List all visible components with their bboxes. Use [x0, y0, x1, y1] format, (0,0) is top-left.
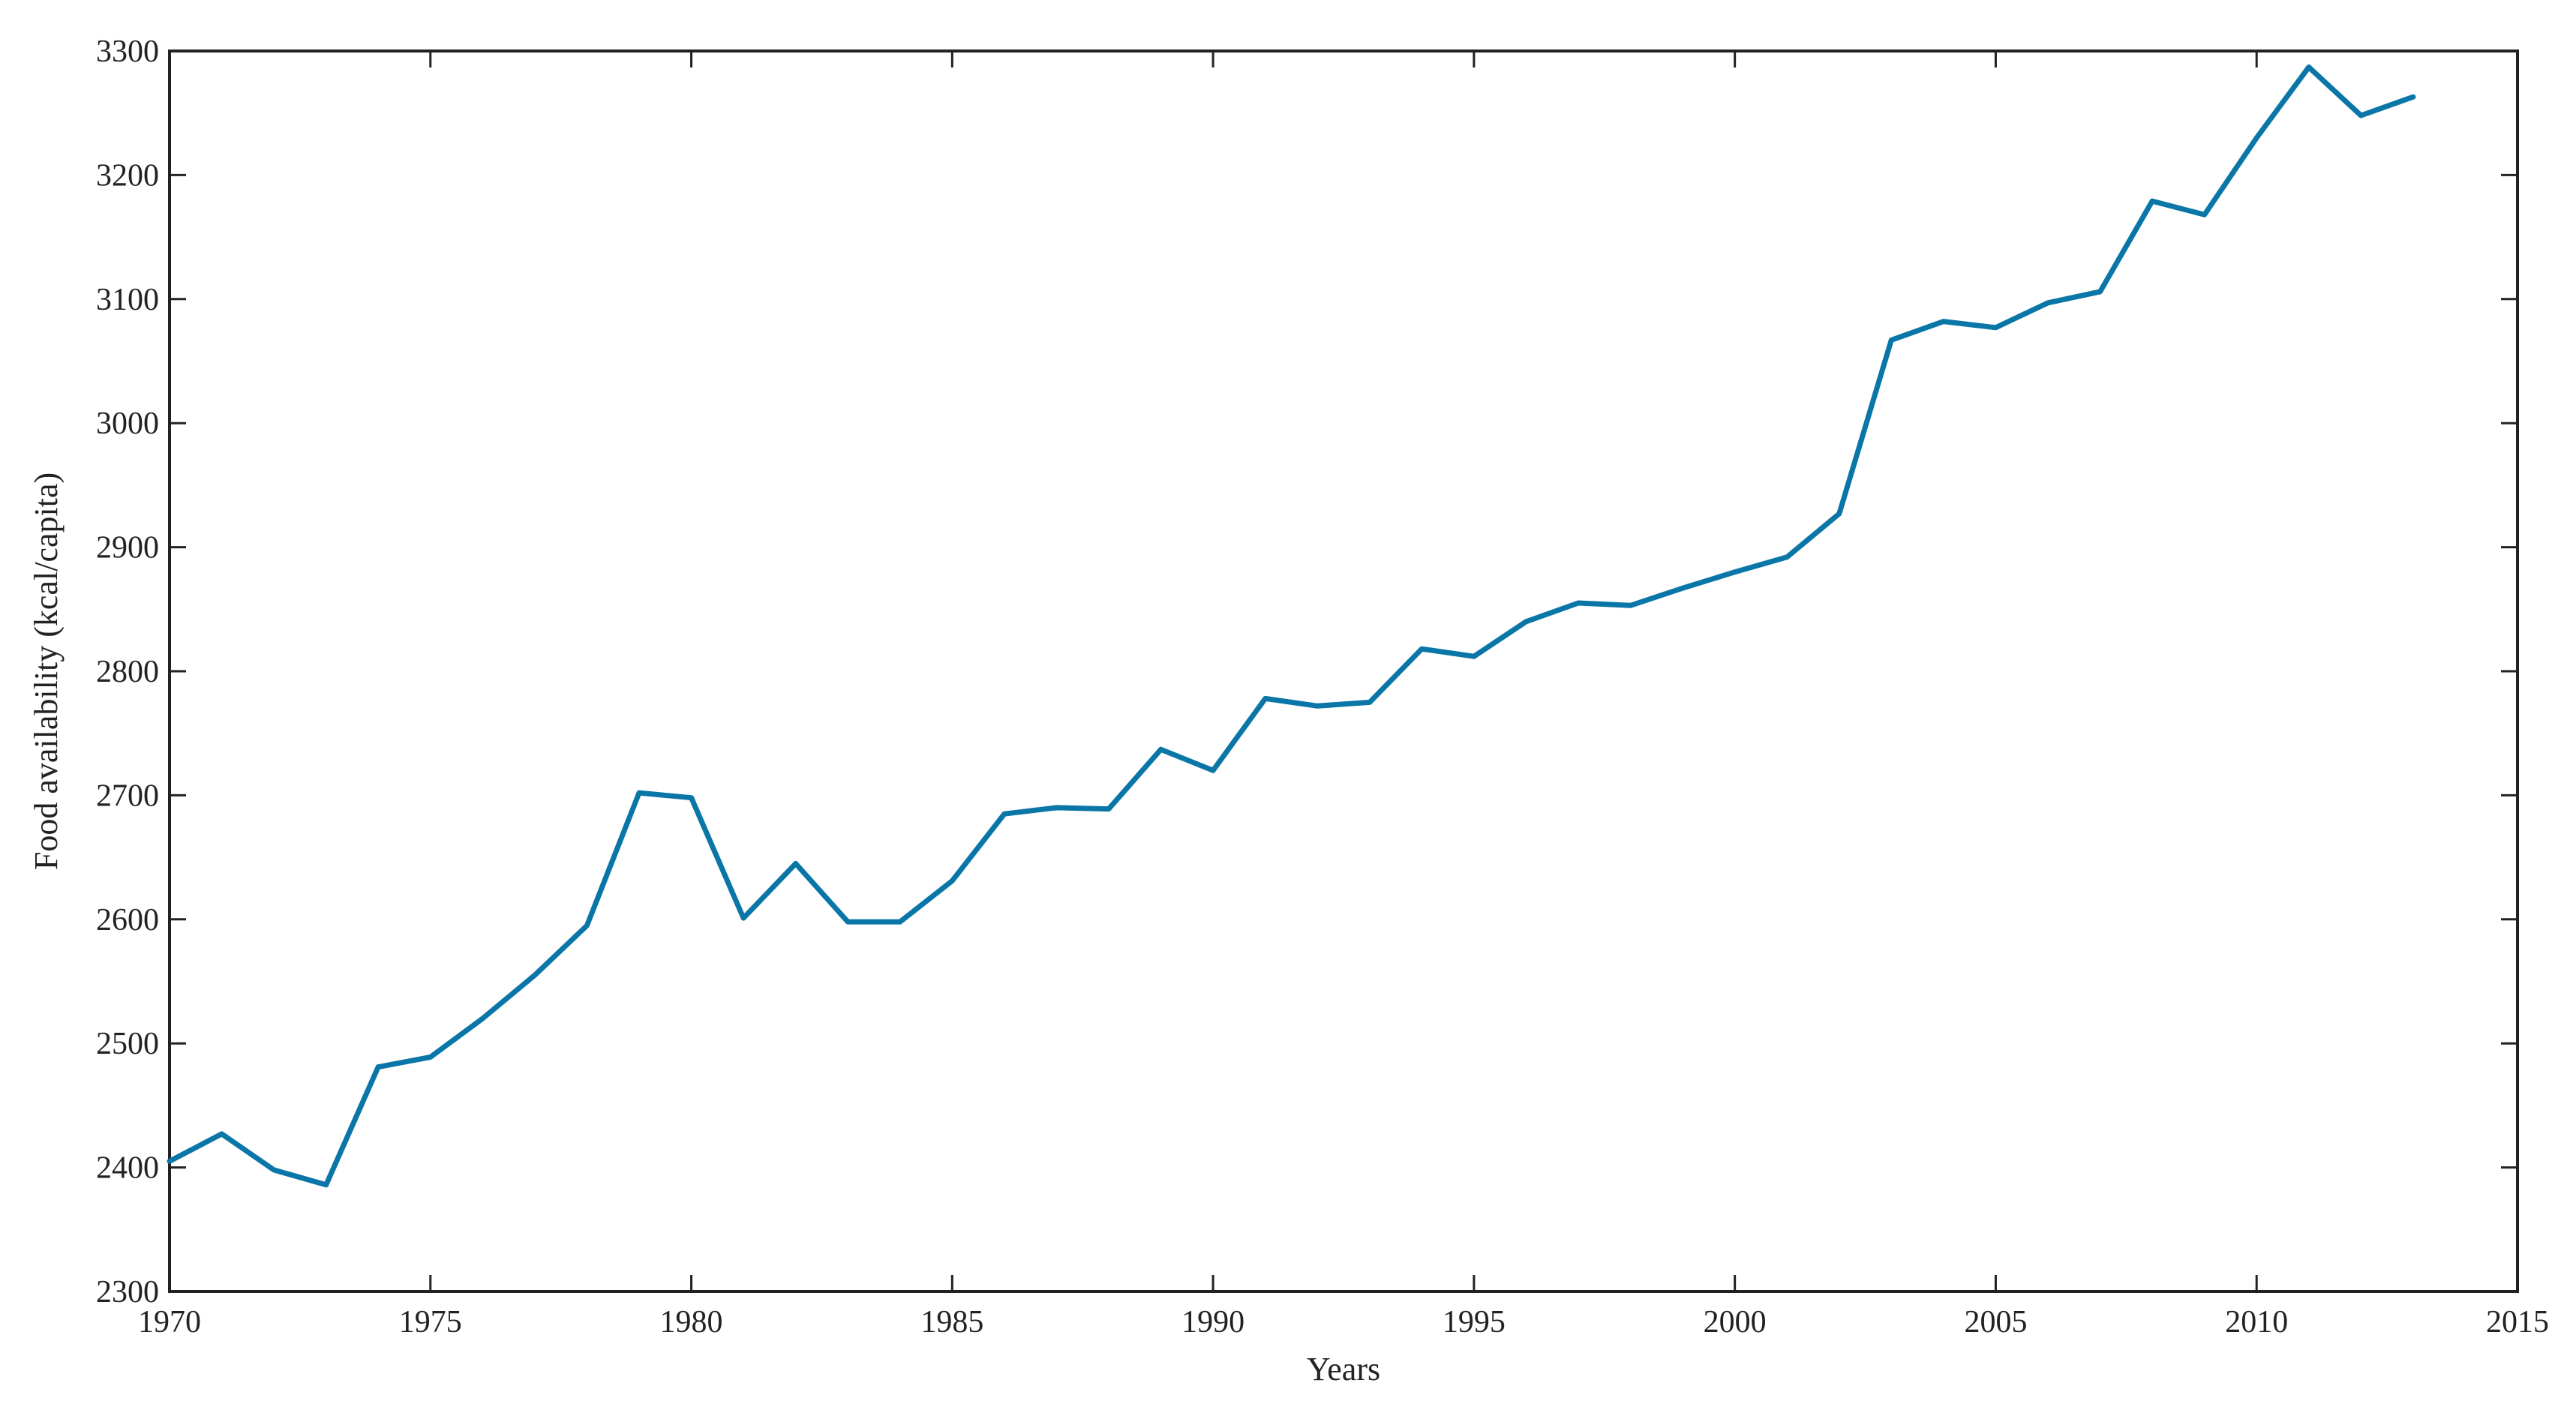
data-point	[2150, 199, 2154, 203]
y-tick-label: 2500	[96, 1027, 159, 1061]
data-point	[845, 920, 850, 924]
data-point	[1159, 747, 1163, 752]
data-point	[376, 1065, 380, 1070]
data-point	[1733, 570, 1737, 574]
data-point	[1941, 320, 1946, 324]
data-point	[533, 973, 537, 977]
data-point	[1472, 654, 1476, 658]
plot-area	[168, 50, 2519, 1293]
data-point	[2358, 113, 2363, 118]
y-tick-label: 3100	[96, 283, 159, 317]
data-point	[220, 1132, 224, 1136]
y-tick-label: 3300	[96, 34, 159, 69]
x-tick-label: 1975	[399, 1305, 462, 1340]
series-layer	[167, 64, 2416, 1188]
data-point	[428, 1054, 433, 1059]
data-point	[1211, 768, 1215, 772]
data-point	[1054, 806, 1058, 810]
x-axis-title: Years	[1307, 1351, 1380, 1388]
data-point	[1368, 700, 1372, 704]
y-tick-label: 3200	[96, 158, 159, 193]
data-point	[1419, 646, 1424, 651]
data-point	[2046, 301, 2050, 305]
data-point	[324, 1183, 329, 1187]
data-point	[741, 916, 746, 920]
plot-frame	[168, 50, 2519, 1293]
data-point	[950, 879, 954, 884]
data-point	[2202, 212, 2207, 217]
x-tick-label: 1970	[138, 1305, 201, 1340]
data-point	[2098, 290, 2103, 294]
x-tick-label: 1990	[1181, 1305, 1244, 1340]
x-tick-label: 2000	[1704, 1305, 1767, 1340]
data-point	[689, 796, 694, 800]
y-axis-title: Food availability (kcal/capita)	[28, 472, 65, 870]
data-point	[1785, 555, 1789, 560]
x-tick-label: 1985	[920, 1305, 983, 1340]
y-tick-label: 2800	[96, 655, 159, 689]
y-tick-label: 2900	[96, 531, 159, 566]
data-point	[1524, 620, 1528, 624]
x-tick-label: 2010	[2225, 1305, 2288, 1340]
x-tick-label: 2015	[2486, 1305, 2549, 1340]
data-point	[272, 1168, 276, 1172]
data-point	[2411, 94, 2415, 99]
data-point	[1680, 586, 1685, 590]
x-axis: 1970 1975 1980 1985 1990 1995 2000 2005 2010 2015	[138, 51, 2549, 1340]
data-point	[167, 1159, 172, 1163]
data-point	[1002, 812, 1007, 816]
data-point	[584, 923, 589, 928]
x-tick-label: 1980	[660, 1305, 723, 1340]
data-point	[898, 920, 902, 924]
data-point	[1263, 696, 1268, 700]
data-point	[637, 790, 641, 795]
y-tick-label: 2600	[96, 903, 159, 938]
data-point	[2307, 65, 2311, 70]
data-point	[2254, 136, 2259, 140]
data-point	[1993, 326, 1998, 330]
data-point	[1837, 512, 1842, 516]
y-tick-label: 2700	[96, 778, 159, 813]
data-point	[1106, 807, 1111, 812]
y-tick-label: 3000	[96, 406, 159, 441]
y-axis: 2300 2400 2500 2600 2700 2800 2900 3000 3100 3200…	[96, 34, 2517, 1310]
y-tick-label: 2300	[96, 1275, 159, 1310]
y-tick-label: 2400	[96, 1151, 159, 1186]
data-point	[1576, 601, 1581, 605]
x-tick-label: 1995	[1443, 1305, 1506, 1340]
data-point	[1889, 338, 1893, 342]
data-point	[480, 1016, 485, 1021]
series-line	[167, 64, 2416, 1188]
data-point	[1629, 603, 1633, 608]
data-point	[794, 861, 798, 866]
x-tick-label: 2005	[1964, 1305, 2027, 1340]
data-point	[1315, 704, 1320, 708]
